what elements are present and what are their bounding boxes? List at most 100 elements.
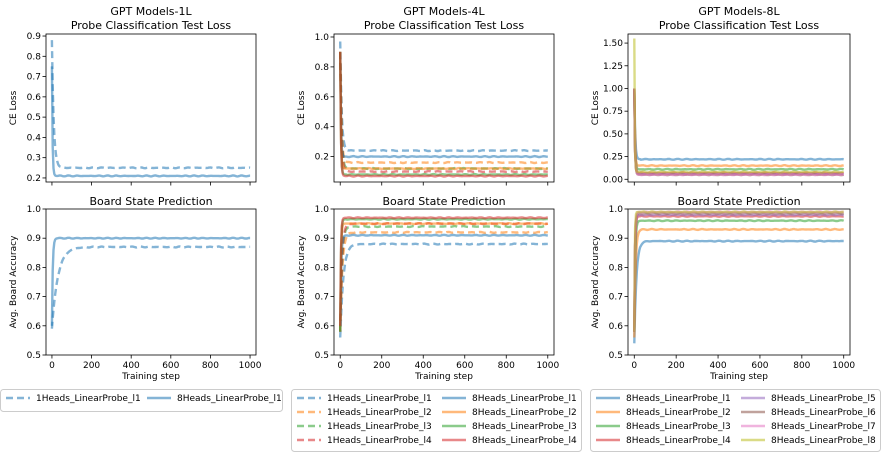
y-tick-label: 0.5 (27, 351, 41, 361)
x-axis-label: Training step (414, 372, 473, 382)
axes-frame (333, 33, 555, 183)
legend-label: 8Heads_LinearProbe_l1 (626, 394, 731, 404)
y-axis-label: CE Loss (297, 90, 307, 125)
chart-title: Board State Prediction (89, 195, 212, 208)
y-tick-label: 1.0 (315, 33, 330, 43)
axes-frame (627, 208, 851, 356)
legend-8L: 8Heads_LinearProbe_l1 8Heads_LinearProbe_… (590, 389, 881, 452)
y-tick-label: 0.6 (27, 322, 42, 332)
y-tick-label: 0.8 (315, 63, 330, 73)
y-tick-label: 0.7 (609, 293, 623, 303)
series-line-8Heads_LinearProbe_l3 (633, 88, 845, 171)
chart-subtitle: Probe Classification Test Loss (71, 19, 232, 32)
legend-label: 8Heads_LinearProbe_l6 (771, 408, 876, 418)
y-tick-label: 0.9 (27, 32, 42, 42)
x-tick-label: 800 (498, 361, 515, 371)
legend-label: 8Heads_LinearProbe_l4 (626, 436, 731, 446)
legend-label: 8Heads_LinearProbe_l8 (771, 436, 876, 446)
y-tick-label: 0.6 (315, 93, 330, 103)
y-tick-label: 1.0 (609, 205, 624, 215)
series-line-8Heads_LinearProbe_l1 (339, 51, 548, 159)
series-line-8Heads_LinearProbe_l2 (633, 227, 844, 338)
y-tick-label: 0.6 (27, 93, 42, 103)
y-axis-label: CE Loss (9, 90, 19, 125)
x-tick-label: 0 (337, 361, 343, 371)
x-tick-label: 0 (49, 361, 55, 371)
legend-label: 8Heads_LinearProbe_l3 (472, 422, 577, 432)
series-line-8Heads_LinearProbe_l1 (633, 88, 844, 161)
legend-label: 1Heads_LinearProbe_l1 (36, 394, 141, 404)
x-tick-label: 600 (456, 361, 473, 371)
y-tick-label: 0.4 (27, 133, 42, 143)
axes-frame (627, 33, 851, 183)
series-line-8Heads_LinearProbe_l4 (633, 214, 844, 332)
legend-label: 8Heads_LinearProbe_l2 (626, 408, 731, 418)
y-tick-label: 0.50 (603, 130, 623, 140)
y-tick-label: 0.5 (315, 351, 329, 361)
series-line-8Heads_LinearProbe_l1 (339, 233, 548, 332)
legend-1L: 1Heads_LinearProbe_l1 8Heads_LinearProbe_… (0, 389, 283, 412)
x-tick-label: 400 (709, 361, 726, 371)
y-tick-label: 1.0 (315, 205, 330, 215)
y-tick-label: 0.00 (603, 175, 623, 185)
y-tick-label: 0.8 (315, 263, 330, 273)
legend-label: 8Heads_LinearProbe_l2 (472, 408, 577, 418)
series-line-1Heads_LinearProbe_l1 (339, 242, 548, 338)
series-line-1Heads_LinearProbe_l4 (339, 51, 548, 174)
axes-frame (45, 33, 257, 183)
legend-label: 8Heads_LinearProbe_l3 (626, 422, 731, 432)
y-tick-label: 1.50 (603, 39, 623, 49)
series-line-1Heads_LinearProbe_l1 (50, 40, 251, 170)
series-line-8Heads_LinearProbe_l4 (339, 51, 548, 178)
legend-label: 8Heads_LinearProbe_l1 (472, 394, 577, 404)
series-line-8Heads_LinearProbe_l1 (633, 239, 844, 344)
y-tick-label: 0.9 (609, 234, 624, 244)
x-tick-label: 400 (123, 361, 140, 371)
legend-frame (0, 389, 283, 412)
series-line-8Heads_LinearProbe_l8 (633, 38, 844, 174)
x-tick-label: 0 (631, 361, 637, 371)
y-tick-label: 0.25 (603, 153, 623, 163)
series-line-8Heads_LinearProbe_l3 (633, 218, 845, 332)
y-tick-label: 0.5 (609, 351, 623, 361)
x-tick-label: 800 (202, 361, 219, 371)
legend-label: 1Heads_LinearProbe_l4 (327, 436, 432, 446)
chart-acc-8L: 0.5 0.6 0.7 0.8 0.9 1.0 0 200 400 600 800 1000 Board… (591, 195, 855, 382)
legend-label: 1Heads_LinearProbe_l2 (327, 408, 432, 418)
y-tick-label: 1.00 (603, 84, 623, 94)
y-tick-label: 0.3 (27, 154, 41, 164)
y-tick-label: 0.7 (315, 293, 329, 303)
legend-4L: 1Heads_LinearProbe_l1 1Heads_LinearProbe_… (291, 389, 582, 452)
legend-frame (590, 389, 881, 452)
y-tick-label: 0.8 (27, 263, 42, 273)
x-tick-label: 200 (668, 361, 685, 371)
x-tick-label: 1000 (536, 361, 559, 371)
series-line-1Heads_LinearProbe_l1 (339, 41, 548, 153)
y-tick-label: 1.0 (27, 205, 42, 215)
y-tick-label: 0.7 (27, 293, 41, 303)
chart-loss-8L: 0.00 0.25 0.50 0.75 1.00 1.25 1.50 GPT Models-8… (591, 5, 851, 186)
x-tick-label: 200 (83, 361, 100, 371)
legend-frame (291, 389, 582, 452)
y-tick-label: 0.9 (315, 234, 330, 244)
y-axis-label: Avg. Board Accuracy (591, 235, 601, 328)
series-line-8Heads_LinearProbe_l8 (633, 210, 844, 332)
y-tick-label: 0.7 (27, 73, 41, 83)
legend-label: 8Heads_LinearProbe_l5 (771, 394, 876, 404)
legend-label: 8Heads_LinearProbe_l1 (177, 394, 282, 404)
series-line-8Heads_LinearProbe_l5 (633, 88, 844, 176)
chart-acc-1L: 0.5 0.6 0.7 0.8 0.9 1.0 0 200 400 600 800 1000 Board… (9, 195, 262, 382)
axes-frame (45, 208, 257, 356)
series-line-1Heads_LinearProbe_l3 (339, 224, 549, 332)
y-axis-label: Avg. Board Accuracy (297, 235, 307, 328)
chart-title: GPT Models-1L (110, 5, 192, 18)
x-tick-label: 800 (793, 361, 810, 371)
chart-title: Board State Prediction (382, 195, 505, 208)
y-tick-label: 0.5 (27, 113, 41, 123)
x-tick-label: 1000 (239, 361, 262, 371)
chart-subtitle: Probe Classification Test Loss (659, 19, 820, 32)
series-line-1Heads_LinearProbe_l2 (339, 51, 548, 165)
x-axis-label: Training step (709, 372, 768, 382)
